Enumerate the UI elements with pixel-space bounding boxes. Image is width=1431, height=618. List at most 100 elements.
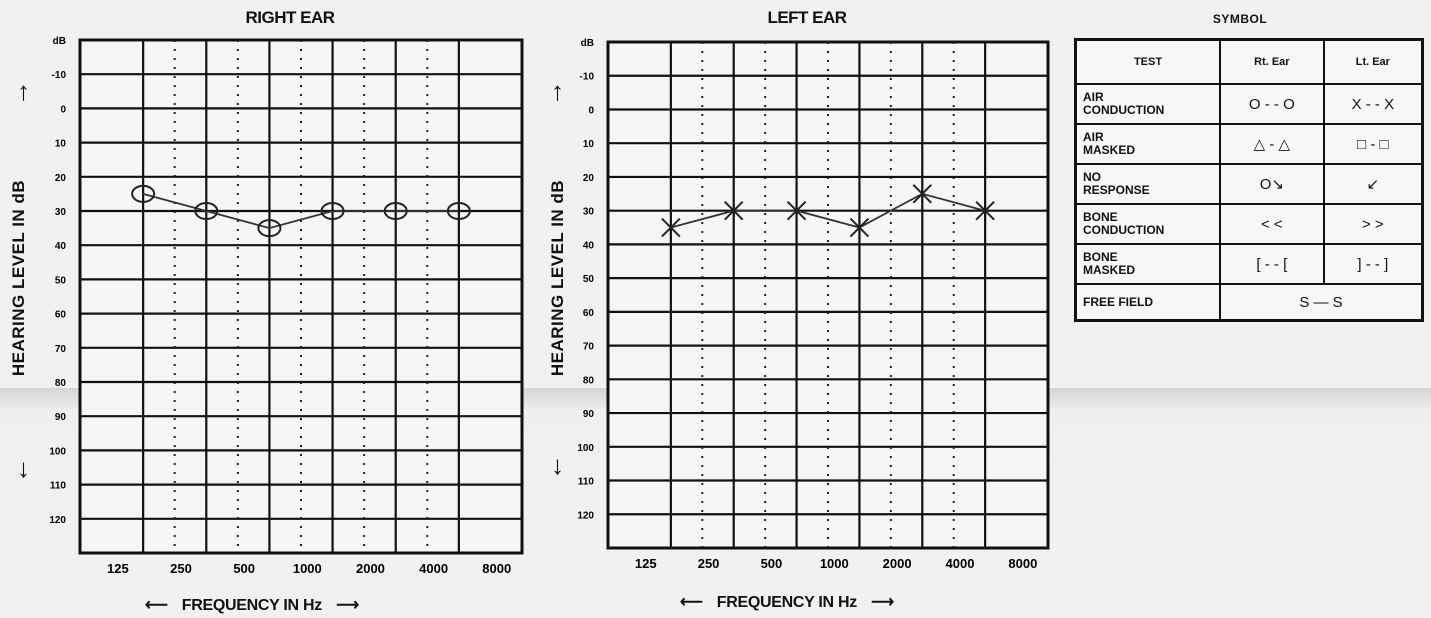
- legend-right-symbol: △ - △: [1219, 123, 1325, 165]
- y-tick-label: 120: [577, 510, 594, 521]
- right-arrow-icon: ⟶: [336, 597, 359, 614]
- y-tick-label: dB: [581, 38, 594, 49]
- legend-test-cell: NO RESPONSE: [1074, 163, 1221, 205]
- legend-left-symbol: ] - - ]: [1322, 243, 1424, 285]
- right-ear-x-axis-label-row: ⟵ FREQUENCY IN Hz ⟶: [145, 595, 359, 615]
- x-tick-label: 2000: [356, 561, 385, 576]
- y-tick-label: 70: [583, 342, 595, 353]
- y-tick-label: 20: [55, 173, 67, 184]
- legend-test-line: AIR: [1083, 130, 1104, 144]
- symbol-legend-table: TEST Rt. Ear Lt. Ear AIR CONDUCTION O - -…: [1074, 38, 1424, 322]
- y-tick-label: -10: [580, 72, 595, 83]
- y-tick-label: 110: [50, 481, 67, 492]
- x-tick-label: 125: [107, 561, 129, 576]
- y-tick-label: 90: [55, 412, 67, 423]
- right-ear-y-arrow-down: ↓: [17, 453, 30, 483]
- x-tick-label: 1000: [293, 561, 322, 576]
- y-tick-label: 40: [55, 241, 67, 252]
- legend-test-cell: FREE FIELD: [1074, 283, 1221, 322]
- x-tick-label: 250: [698, 556, 720, 571]
- y-tick-label: 90: [583, 409, 595, 420]
- legend-left-symbol: X - - X: [1322, 83, 1424, 125]
- legend-right-symbol: < <: [1219, 203, 1325, 245]
- legend-test-line: NO: [1083, 170, 1101, 184]
- legend-test-cell: BONE CONDUCTION: [1074, 203, 1221, 245]
- legend-row: NO RESPONSE O↘ ↙: [1074, 163, 1424, 205]
- left-ear-y-axis-label: HEARING LEVEL IN dB: [548, 179, 567, 377]
- y-tick-label: 80: [55, 378, 67, 389]
- legend-test-line: BONE: [1083, 210, 1118, 224]
- x-tick-label: 250: [170, 561, 192, 576]
- y-tick-label: 80: [583, 375, 595, 386]
- x-tick-label: 2000: [883, 556, 912, 571]
- legend-left-symbol: □ - □: [1322, 123, 1424, 165]
- x-tick-label: 4000: [946, 556, 975, 571]
- legend-test-line: MASKED: [1083, 143, 1136, 157]
- left-arrow-icon: ⟵: [145, 597, 168, 614]
- legend-right-symbol: [ - - [: [1219, 243, 1325, 285]
- legend-test-cell: AIR MASKED: [1074, 123, 1221, 165]
- legend-header-right: Rt. Ear: [1219, 38, 1325, 85]
- x-tick-label: 125: [635, 556, 657, 571]
- y-tick-label: 20: [583, 173, 595, 184]
- legend-row: BONE CONDUCTION < < > >: [1074, 203, 1424, 245]
- legend-header-left: Lt. Ear: [1322, 38, 1424, 85]
- legend-test-cell: BONE MASKED: [1074, 243, 1221, 285]
- legend-left-symbol: > >: [1322, 203, 1424, 245]
- data-point-circle: [446, 202, 471, 220]
- left-ear-y-arrow-up: ↑: [551, 76, 564, 106]
- legend-left-symbol: ↙: [1322, 163, 1424, 205]
- left-ear-x-axis-label-row: ⟵ FREQUENCY IN Hz ⟶: [680, 592, 894, 612]
- legend-test-line: CONDUCTION: [1083, 103, 1165, 117]
- symbol-legend-title: SYMBOL: [1212, 12, 1268, 26]
- left-ear-x-axis-label: FREQUENCY IN Hz: [716, 594, 857, 611]
- x-tick-label: 8000: [1008, 556, 1037, 571]
- right-ear-y-arrow-up: ↑: [17, 76, 30, 106]
- y-tick-label: dB: [53, 36, 66, 47]
- data-point-circle: [383, 202, 408, 220]
- legend-test-line: AIR: [1083, 90, 1104, 104]
- legend-test-line: MASKED: [1083, 263, 1136, 277]
- legend-test-line: CONDUCTION: [1083, 223, 1165, 237]
- x-tick-label: 500: [233, 561, 255, 576]
- right-arrow-icon: ⟶: [871, 594, 894, 611]
- legend-row: AIR CONDUCTION O - - O X - - X: [1074, 83, 1424, 125]
- legend-right-symbol: O - - O: [1219, 83, 1325, 125]
- data-point-cross: [975, 200, 995, 221]
- y-tick-label: 110: [578, 477, 595, 488]
- left-ear-audiogram: dB -10 0 10 20 30 40 50 60 70 80 90 100 110 120 125 250 5…: [577, 38, 1050, 571]
- y-tick-label: 10: [583, 139, 595, 150]
- data-point-cross: [912, 184, 932, 204]
- right-ear-x-axis-label: FREQUENCY IN Hz: [181, 597, 322, 614]
- right-ear-title: RIGHT EAR: [245, 8, 336, 27]
- legend-row-free-field: FREE FIELD S — S: [1074, 283, 1424, 322]
- data-point-circle: [320, 202, 345, 220]
- y-tick-label: 70: [55, 344, 67, 355]
- plot-frame: [78, 38, 524, 555]
- data-point-cross: [849, 217, 870, 238]
- y-tick-label: 100: [49, 446, 66, 457]
- y-tick-label: 10: [55, 139, 67, 150]
- y-tick-label: 0: [588, 105, 594, 116]
- y-tick-label: 50: [55, 275, 67, 286]
- data-point-cross: [724, 200, 744, 221]
- data-point-cross: [786, 200, 807, 221]
- x-tick-label: 1000: [820, 556, 849, 571]
- x-tick-label: 4000: [419, 561, 448, 576]
- y-tick-label: 120: [49, 515, 66, 526]
- data-point-circle: [257, 219, 282, 238]
- y-tick-label: 0: [60, 104, 66, 115]
- legend-free-field-symbol: S — S: [1219, 283, 1424, 322]
- left-ear-title: LEFT EAR: [767, 8, 847, 27]
- legend-header-row: TEST Rt. Ear Lt. Ear: [1074, 38, 1424, 85]
- y-tick-label: 60: [55, 310, 67, 321]
- y-tick-label: 30: [583, 207, 595, 218]
- right-ear-y-axis-label: HEARING LEVEL IN dB: [9, 179, 28, 377]
- left-arrow-icon: ⟵: [680, 594, 703, 611]
- data-point-circle: [194, 202, 219, 220]
- y-tick-label: -10: [52, 70, 67, 81]
- legend-row: BONE MASKED [ - - [ ] - - ]: [1074, 243, 1424, 285]
- legend-row: AIR MASKED △ - △ □ - □: [1074, 123, 1424, 165]
- y-tick-label: 30: [55, 207, 67, 218]
- legend-header-test: TEST: [1074, 38, 1221, 85]
